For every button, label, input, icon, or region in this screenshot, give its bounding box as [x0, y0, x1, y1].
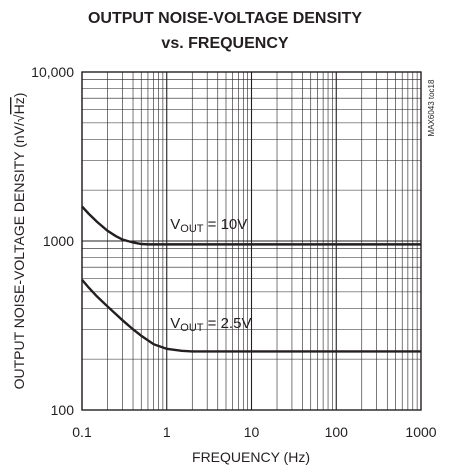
x-tick-label: 1 — [163, 424, 171, 440]
y-tick-label: 1000 — [43, 233, 74, 249]
x-tick-label: 100 — [325, 424, 349, 440]
y-axis-label-radical: √ — [11, 114, 27, 122]
chart-title-line2: vs. FREQUENCY — [161, 35, 288, 52]
series-curves — [81, 205, 421, 353]
annotation-subscript: OUT — [180, 322, 204, 334]
series-annotation-0: VOUT = 10V — [170, 216, 247, 235]
y-axis-label-suffix: ) — [11, 93, 27, 98]
y-axis-label-group: OUTPUT NOISE-VOLTAGE DENSITY (nV/√Hz) — [11, 93, 27, 390]
watermark-text: MAX6043 toc18 — [427, 79, 436, 136]
series-line-1 — [81, 278, 421, 353]
x-tick-labels: 0.1 1 10 100 1000 — [72, 424, 437, 440]
plot-frame — [81, 71, 422, 411]
x-tick-label: 0.1 — [72, 424, 92, 440]
y-axis-label-prefix: OUTPUT NOISE-VOLTAGE DENSITY (nV/ — [11, 122, 27, 389]
watermark-group: MAX6043 toc18 — [427, 79, 436, 136]
x-tick-label: 10 — [244, 424, 260, 440]
grid-lines — [81, 72, 421, 411]
series-line-0 — [81, 205, 421, 246]
x-axis-label: FREQUENCY (Hz) — [192, 449, 310, 465]
y-axis-label-radicand: Hz — [11, 97, 27, 114]
annotation-value: = 10V — [204, 216, 248, 233]
chart-title-line1: OUTPUT NOISE-VOLTAGE DENSITY — [88, 10, 362, 27]
annotation-value: = 2.5V — [204, 315, 252, 332]
annotation-subscript: OUT — [180, 223, 204, 235]
y-axis-label: OUTPUT NOISE-VOLTAGE DENSITY (nV/√Hz) — [11, 93, 27, 390]
annotation-main: V — [170, 216, 180, 233]
annotation-main: V — [170, 315, 180, 332]
y-tick-label: 100 — [51, 402, 75, 418]
y-tick-labels: 100 1000 10,000 — [31, 64, 74, 418]
series-annotation-1: VOUT = 2.5V — [170, 315, 251, 334]
y-tick-label: 10,000 — [31, 64, 74, 80]
x-tick-label: 1000 — [405, 424, 436, 440]
